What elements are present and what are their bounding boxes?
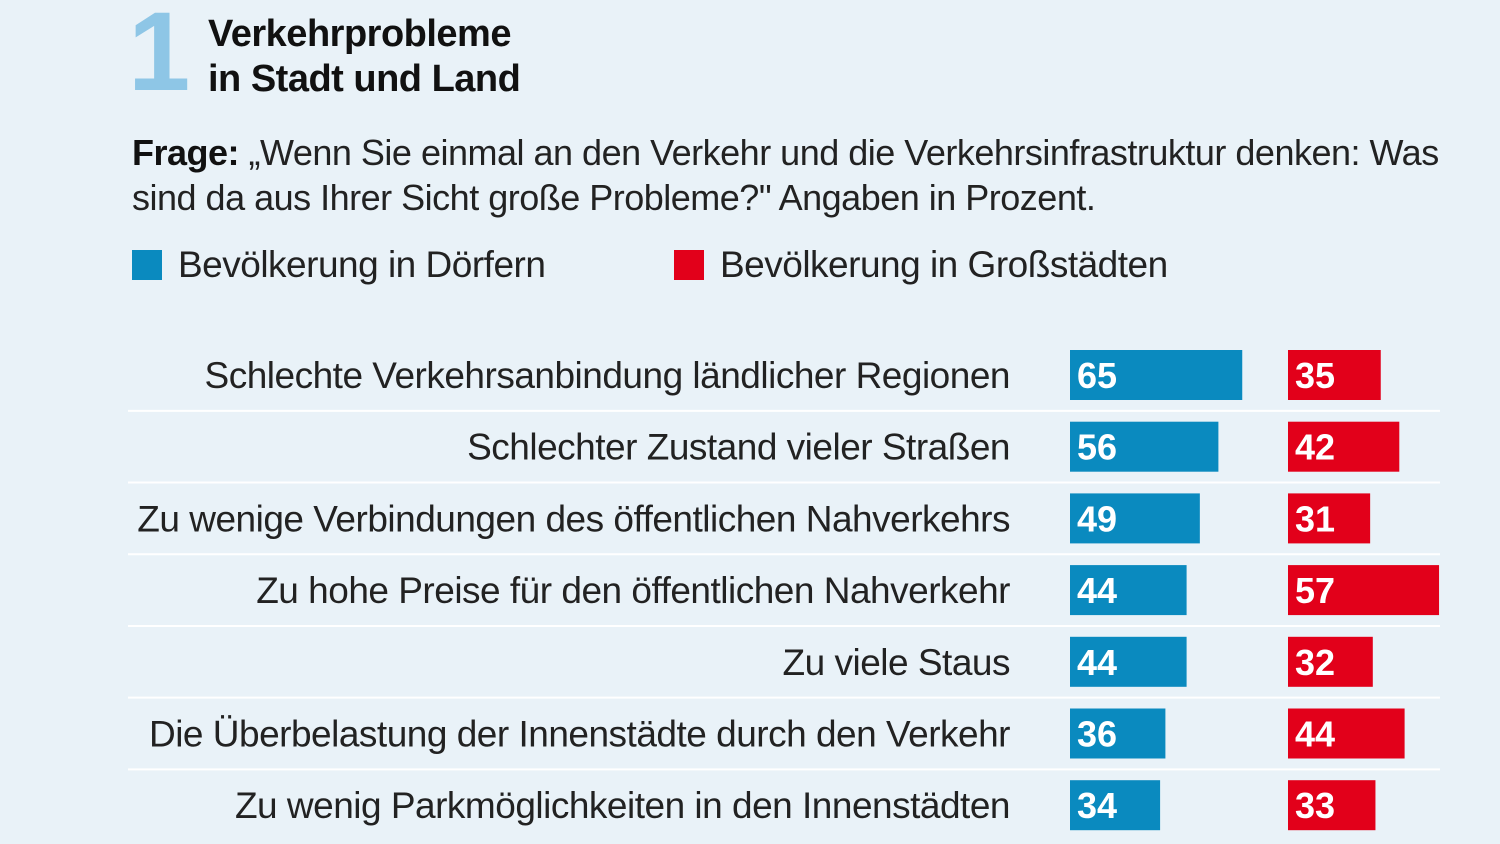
bar-value-cities: 35 <box>1295 355 1335 396</box>
bar-value-villages: 44 <box>1077 642 1117 683</box>
bar-villages <box>1070 350 1243 400</box>
bar-villages <box>1070 493 1200 544</box>
bar-value-cities: 32 <box>1295 642 1335 683</box>
legend-item-villages: Bevölkerung in Dörfern <box>132 244 546 286</box>
bar-value-villages: 56 <box>1077 427 1117 468</box>
bar-villages <box>1070 565 1187 616</box>
question-text: Frage: „Wenn Sie einmal an den Verkehr u… <box>132 130 1472 220</box>
category-label: Zu viele Staus <box>783 642 1010 683</box>
bar-cities <box>1288 708 1405 759</box>
chart-number: 1 <box>128 0 191 114</box>
bar-villages <box>1070 780 1161 831</box>
question-label: Frage: <box>132 132 240 173</box>
title-line-1: Verkehrprobleme <box>208 13 511 55</box>
bar-value-cities: 44 <box>1295 714 1335 755</box>
legend-label-cities: Bevölkerung in Großstädten <box>720 244 1168 285</box>
category-label: Schlechter Zustand vieler Straßen <box>467 427 1010 468</box>
bar-cities <box>1288 493 1371 544</box>
category-label: Die Überbelastung der Innenstädte durch … <box>149 714 1010 755</box>
bar-value-villages: 36 <box>1077 714 1117 755</box>
bar-value-cities: 42 <box>1295 427 1335 468</box>
bar-value-cities: 33 <box>1295 785 1335 826</box>
legend-item-cities: Bevölkerung in Großstädten <box>674 244 1168 286</box>
category-label: Zu hohe Preise für den öffentlichen Nahv… <box>256 570 1010 611</box>
legend-label-villages: Bevölkerung in Dörfern <box>178 244 546 285</box>
question-body: „Wenn Sie einmal an den Verkehr und die … <box>132 132 1439 218</box>
category-label: Schlechte Verkehrsanbindung ländlicher R… <box>205 355 1010 396</box>
bar-value-villages: 44 <box>1077 570 1117 611</box>
legend-swatch-cities <box>674 250 704 280</box>
bar-value-cities: 57 <box>1295 570 1335 611</box>
bar-value-villages: 65 <box>1077 355 1117 396</box>
bar-cities <box>1288 421 1400 472</box>
chart-title: Verkehrprobleme in Stadt und Land <box>208 12 521 102</box>
bar-value-cities: 31 <box>1295 498 1335 539</box>
bar-villages <box>1070 708 1166 759</box>
bar-villages <box>1070 636 1187 687</box>
category-label: Zu wenig Parkmöglichkeiten in den Innens… <box>235 785 1010 826</box>
bar-cities <box>1288 780 1376 831</box>
category-label: Zu wenige Verbindungen des öffentlichen … <box>137 498 1010 539</box>
legend: Bevölkerung in Dörfern Bevölkerung in Gr… <box>0 244 1500 294</box>
bar-cities <box>1288 636 1373 687</box>
title-line-2: in Stadt und Land <box>208 58 521 100</box>
bar-villages <box>1070 421 1219 472</box>
bar-value-villages: 49 <box>1077 498 1117 539</box>
bar-cities <box>1288 565 1440 616</box>
bar-value-villages: 34 <box>1077 785 1117 826</box>
bar-cities <box>1288 350 1381 400</box>
legend-swatch-villages <box>132 250 162 280</box>
